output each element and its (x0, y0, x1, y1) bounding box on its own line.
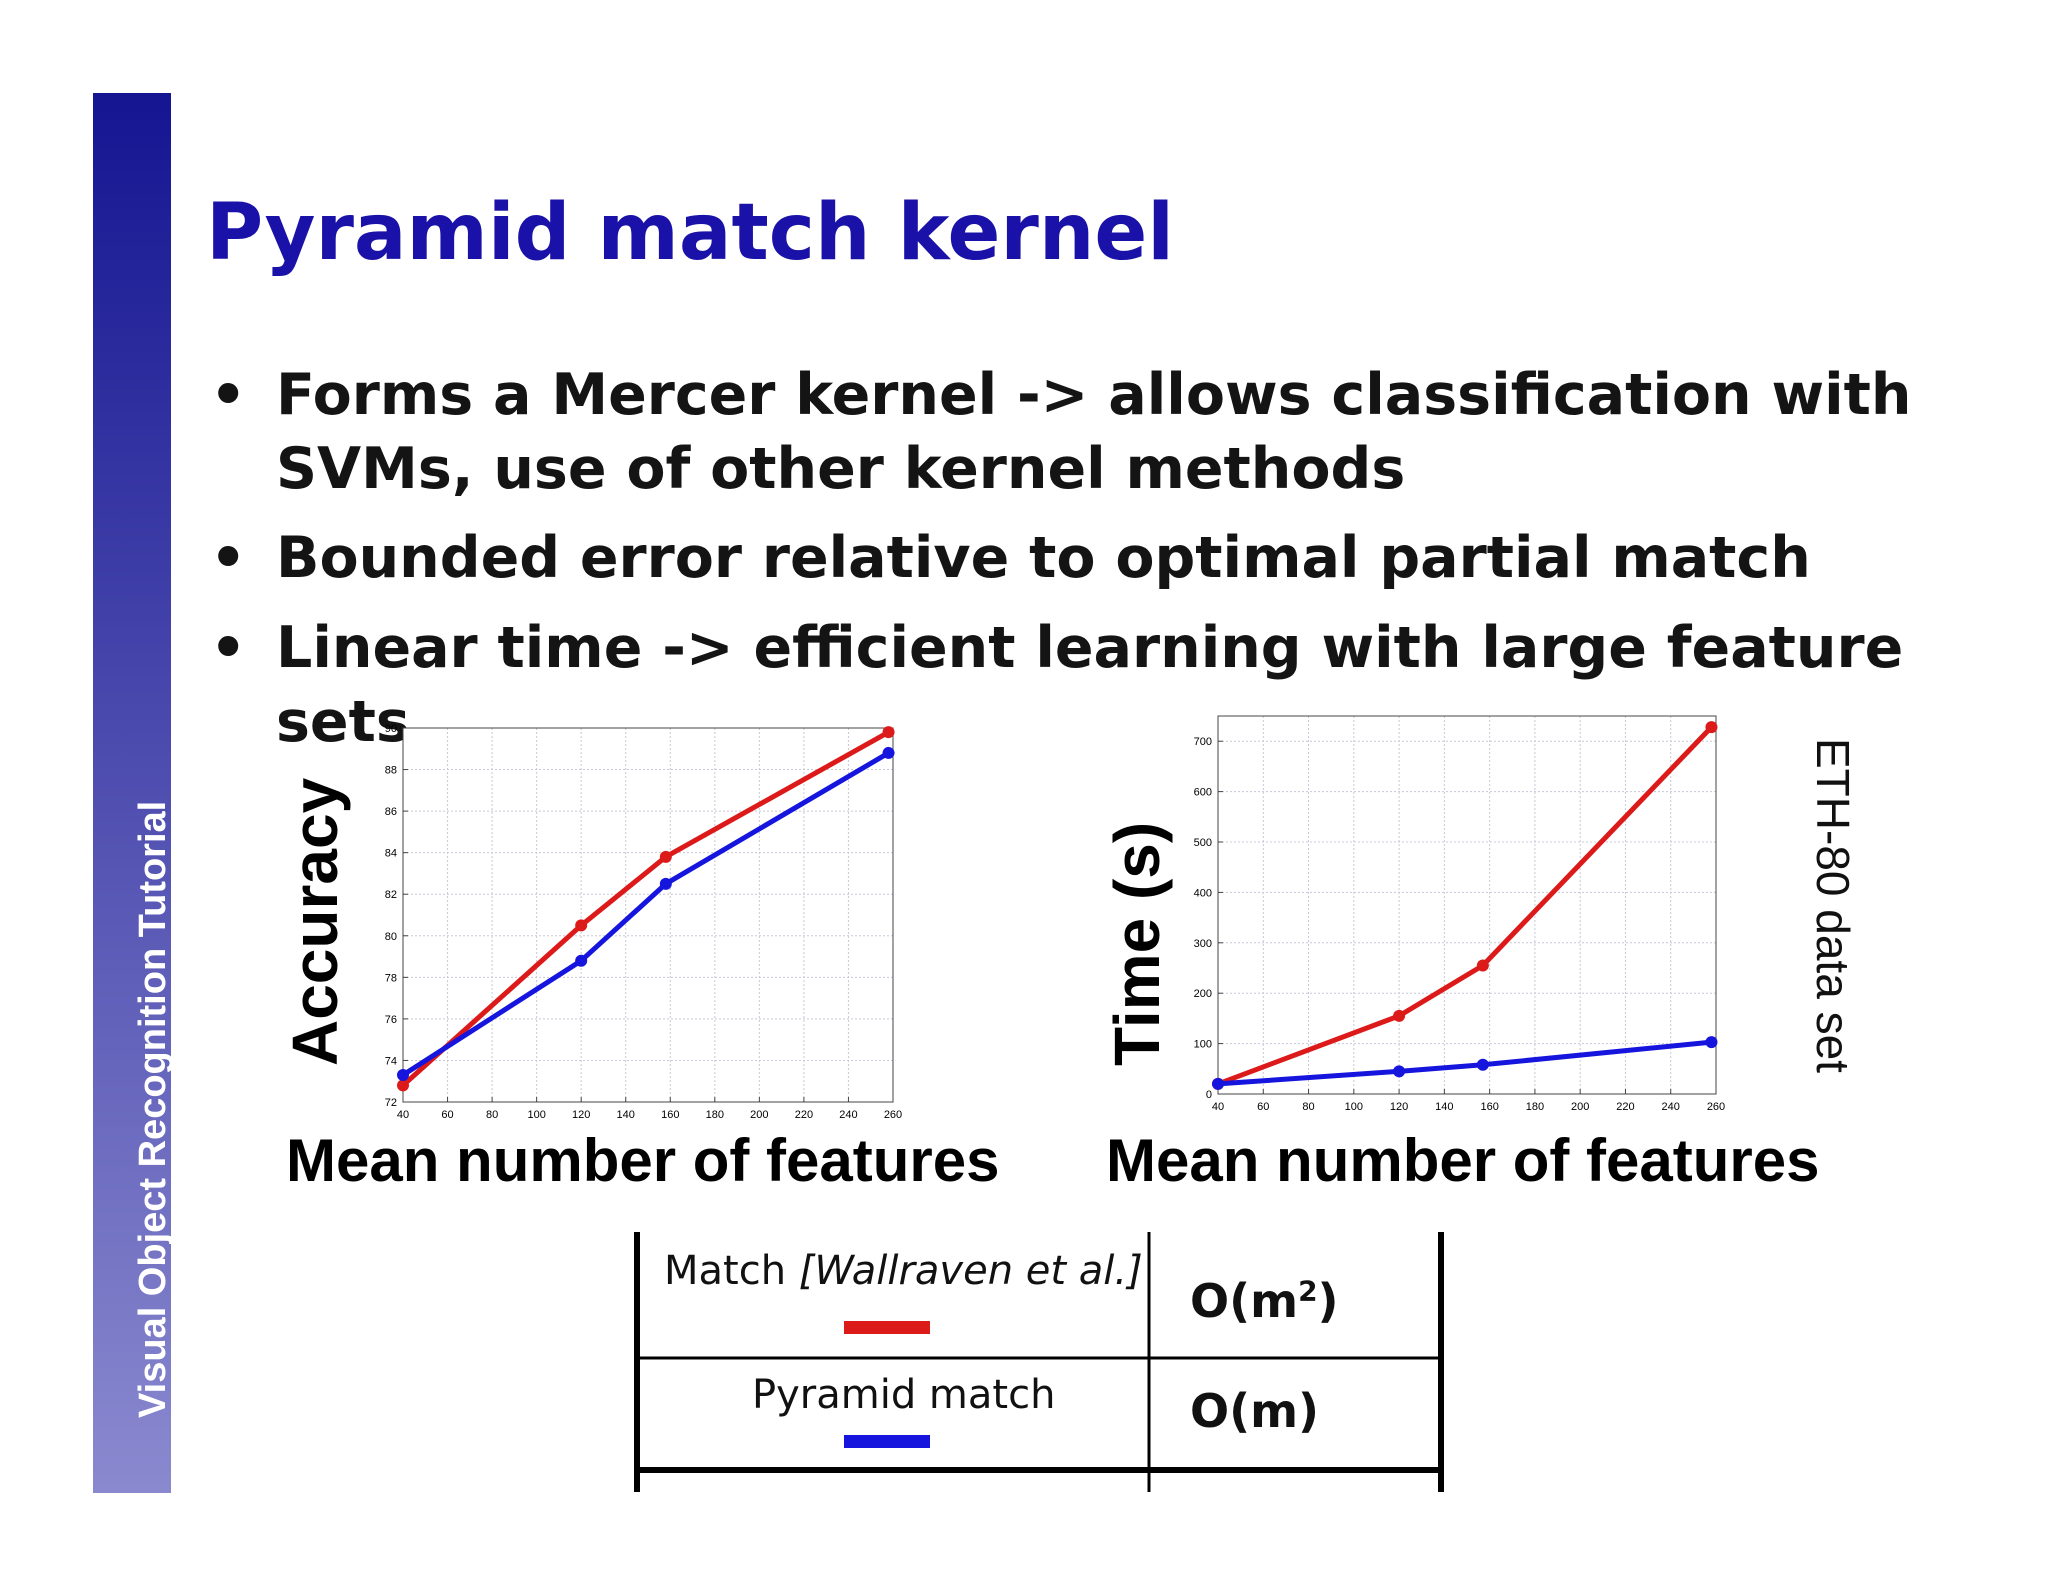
accuracy-x-axis-label: Mean number of features (286, 1127, 1000, 1194)
x-tick-label: 220 (1616, 1101, 1634, 1113)
data-point (575, 919, 588, 932)
legend-match-swatch (844, 1321, 930, 1334)
dataset-note: ETH-80 data set (1807, 738, 1859, 1073)
y-tick-label: 74 (385, 1055, 397, 1067)
series-line (1217, 1039, 1712, 1087)
x-tick-label: 100 (1345, 1101, 1363, 1113)
y-tick-label: 78 (385, 972, 397, 984)
x-tick-label: 140 (1435, 1101, 1453, 1113)
y-tick-label: 88 (385, 765, 397, 777)
bullet-item: • Bounded error relative to optimal part… (210, 521, 1970, 595)
x-tick-label: 40 (1212, 1101, 1224, 1113)
time-x-axis-label: Mean number of features (1106, 1127, 1820, 1194)
data-point (1212, 1077, 1224, 1090)
data-point (575, 954, 588, 967)
bullet-item: • Linear time -> efficient learning with… (210, 611, 1970, 759)
series-line (1217, 725, 1714, 1087)
x-tick-label: 100 (527, 1109, 545, 1121)
series-line (401, 750, 890, 1078)
x-tick-label: 180 (1526, 1101, 1544, 1113)
x-tick-label: 120 (1390, 1101, 1408, 1113)
x-tick-label: 200 (1571, 1101, 1589, 1113)
bullet-text: Bounded error relative to optimal partia… (276, 525, 1811, 591)
data-point (397, 1068, 409, 1081)
y-tick-label: 82 (385, 889, 397, 901)
legend-row-match: Match [Wallraven et al.] (664, 1248, 1143, 1294)
data-point (659, 877, 672, 890)
plot-area (1218, 716, 1716, 1094)
x-tick-label: 80 (486, 1109, 498, 1121)
data-point (1705, 1036, 1718, 1049)
y-tick-label: 500 (1194, 837, 1212, 849)
time-axis-label: Time (s) (1101, 821, 1173, 1066)
y-tick-label: 100 (1194, 1039, 1212, 1051)
x-tick-label: 160 (661, 1109, 679, 1121)
legend-table: Match [Wallraven et al.] O(m2) Pyramid m… (634, 1232, 1444, 1492)
time-chart: 40 60 80 100 120 140 160 180 200 220 240 260 0 100 200… (1194, 715, 1725, 1113)
accuracy-chart: 40 60 80 100 120 140 160 180 200 220 240 260 72 74 76 7… (385, 723, 902, 1121)
complexity-match-base: O(m (1190, 1274, 1299, 1328)
bullet-item: • Forms a Mercer kernel -> allows classi… (210, 358, 1970, 506)
legend-table-grid (634, 1232, 1444, 1492)
plot-frame (1217, 715, 1717, 1095)
data-point (1476, 1058, 1489, 1071)
complexity-pyramid: O(m) (1190, 1384, 1320, 1438)
y-tick-label: 86 (385, 806, 397, 818)
x-tick-label: 180 (706, 1109, 724, 1121)
x-tick-label: 40 (397, 1109, 409, 1121)
x-tick-label: 160 (1480, 1101, 1498, 1113)
x-tick-label: 120 (572, 1109, 590, 1121)
data-point (1393, 1065, 1406, 1078)
y-tick-label: 90 (385, 723, 397, 735)
bullet-text: Forms a Mercer kernel -> allows classifi… (276, 362, 1912, 502)
data-point (1705, 721, 1718, 734)
bullet-dot: • (210, 615, 247, 681)
x-tick-label: 260 (1707, 1101, 1725, 1113)
data-point (397, 1079, 409, 1092)
legend-match-label: Match (664, 1248, 799, 1294)
x-tick-label: 260 (884, 1109, 902, 1121)
data-point (659, 850, 672, 863)
data-point (1476, 959, 1489, 972)
y-tick-label: 0 (1206, 1089, 1212, 1101)
y-tick-label: 200 (1194, 988, 1212, 1000)
y-tick-label: 80 (385, 931, 397, 943)
x-tick-label: 60 (441, 1109, 453, 1121)
y-tick-label: 600 (1194, 787, 1212, 799)
complexity-match: O(m2) (1190, 1274, 1339, 1328)
y-tick-label: 84 (385, 848, 397, 860)
series-line (401, 729, 890, 1088)
complexity-match-exponent: 2 (1298, 1274, 1318, 1308)
x-tick-label: 140 (617, 1109, 635, 1121)
x-tick-label: 60 (1257, 1101, 1269, 1113)
data-point (882, 746, 895, 759)
complexity-match-close: ) (1317, 1274, 1339, 1328)
y-tick-label: 400 (1194, 887, 1212, 899)
x-tick-label: 240 (1662, 1101, 1680, 1113)
sidebar-band (93, 93, 171, 1493)
data-point (882, 726, 895, 739)
bullet-dot: • (210, 362, 247, 428)
x-tick-label: 240 (839, 1109, 857, 1121)
y-tick-label: 72 (385, 1097, 397, 1109)
legend-match-citation: [Wallraven et al.] (798, 1248, 1143, 1294)
x-tick-label: 220 (795, 1109, 813, 1121)
data-point (1393, 1009, 1406, 1022)
bullet-text: Linear time -> efficient learning with l… (276, 615, 1904, 755)
y-tick-label: 76 (385, 1014, 397, 1026)
x-tick-label: 80 (1302, 1101, 1314, 1113)
plot-area (403, 728, 893, 1102)
plot-frame (402, 727, 894, 1103)
y-tick-label: 300 (1194, 938, 1212, 950)
legend-pyramid-label: Pyramid match (752, 1372, 1056, 1418)
sidebar-label: Visual Object Recognition Tutorial (132, 800, 174, 1418)
slide-title: Pyramid match kernel (206, 188, 1174, 278)
legend-pyramid-swatch (844, 1435, 930, 1448)
y-tick-label: 700 (1194, 736, 1212, 748)
accuracy-axis-label: Accuracy (279, 777, 351, 1066)
bullet-dot: • (210, 525, 247, 591)
x-tick-label: 200 (750, 1109, 768, 1121)
